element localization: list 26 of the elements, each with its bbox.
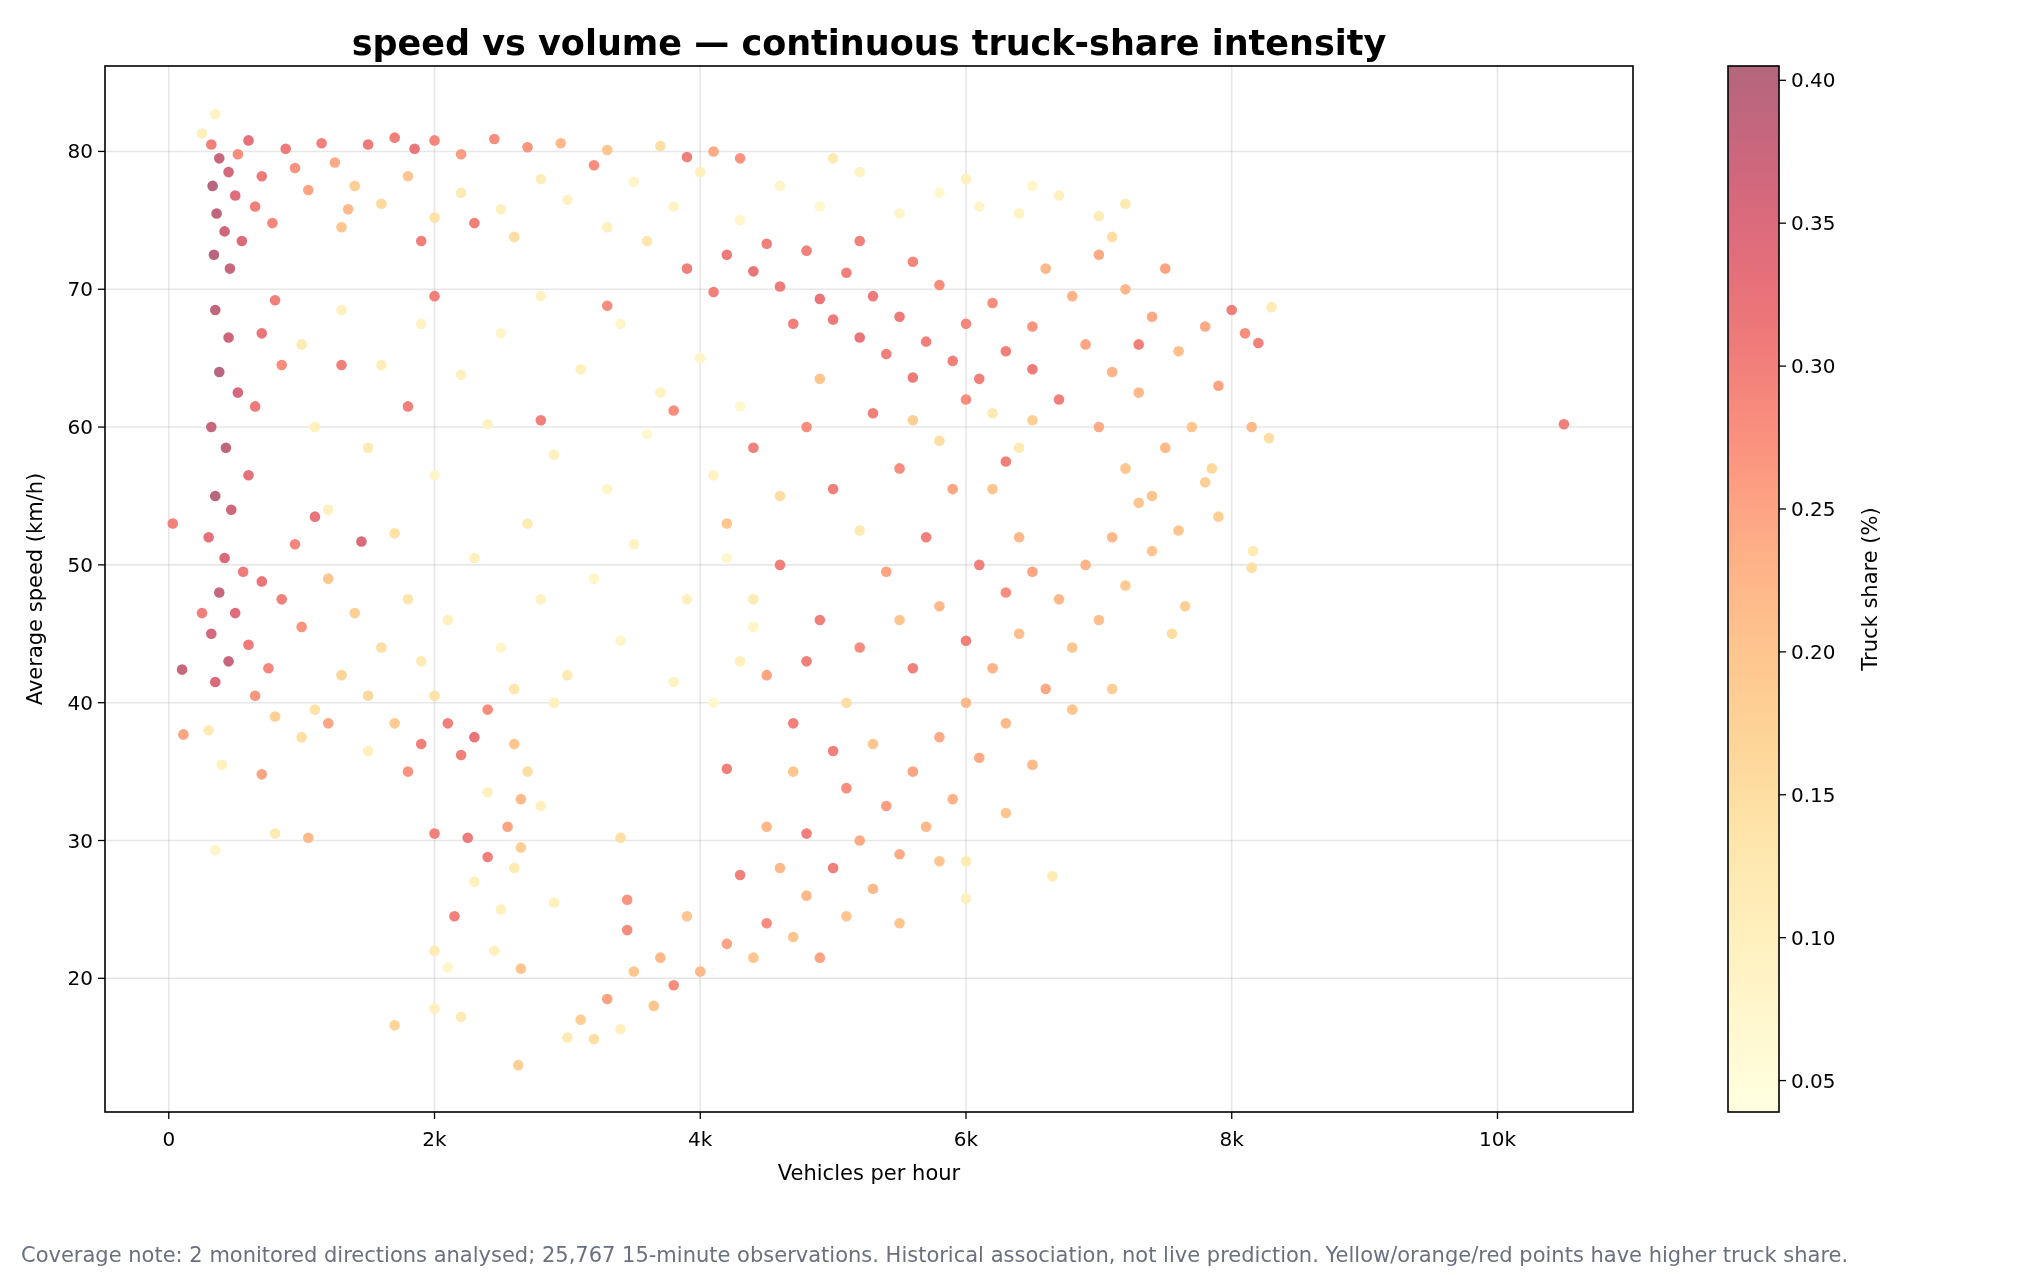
x-tick-label: 2k — [422, 1127, 448, 1151]
color-bar-label: 0.25 — [1791, 496, 1836, 521]
x-tick-label: 4k — [688, 1127, 713, 1151]
y-tick-label: 70 — [67, 277, 93, 302]
chart-title: speed vs volume — continuous truck-share intensity — [351, 23, 1387, 63]
color-bar-title: Truck share (%) — [1858, 507, 1883, 672]
color-bar-label: 0.40 — [1791, 68, 1836, 93]
y-tick-label: 40 — [67, 690, 93, 715]
color-bar-label: 0.05 — [1791, 1068, 1836, 1093]
y-tick-label: 60 — [67, 415, 93, 440]
y-tick-label: 50 — [67, 552, 93, 577]
text: Coverage note: 2 monitored directions analysed; 25,767 15-minute observations. Historical association, not live prediction. Yellow/orange/red points have higher truck share. — [21, 1243, 1849, 1267]
color-bar-label: 0.35 — [1791, 211, 1836, 236]
x-tick-label: 6k — [953, 1127, 979, 1151]
y-tick-label: 20 — [67, 966, 93, 991]
color-bar-label: 0.20 — [1791, 639, 1836, 664]
x-tick-label: 0 — [162, 1127, 176, 1151]
x-axis-title: Vehicles per hour — [777, 1161, 961, 1185]
x-tick-label: 8k — [1219, 1127, 1245, 1151]
y-axis-title: Average speed (km/h) — [23, 472, 47, 706]
x-tick-label: 10k — [1478, 1127, 1517, 1151]
y-tick-label: 30 — [67, 828, 93, 853]
color-bar-label: 0.10 — [1791, 925, 1836, 950]
y-tick-label: 80 — [67, 139, 93, 164]
color-bar-label: 0.15 — [1791, 782, 1836, 807]
color-bar-label: 0.30 — [1791, 354, 1836, 379]
